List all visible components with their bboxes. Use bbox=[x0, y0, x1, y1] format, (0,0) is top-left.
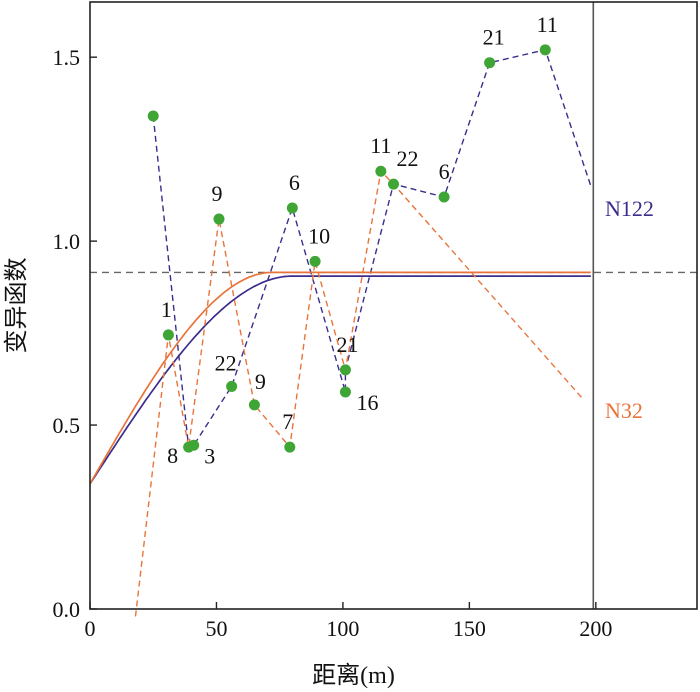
data-point bbox=[286, 202, 298, 214]
data-point bbox=[375, 165, 387, 177]
data-point bbox=[309, 255, 321, 267]
point-label: 7 bbox=[282, 409, 293, 434]
data-point bbox=[484, 57, 496, 69]
point-label: 10 bbox=[308, 223, 330, 248]
point-label: 22 bbox=[397, 146, 419, 171]
x-tick-label: 150 bbox=[453, 616, 486, 641]
point-label: 9 bbox=[211, 181, 222, 206]
x-tick-label: 50 bbox=[205, 616, 227, 641]
data-point bbox=[339, 386, 351, 398]
point-label: 6 bbox=[289, 170, 300, 195]
point-label: 11 bbox=[370, 133, 391, 158]
y-tick-label: 0.0 bbox=[53, 597, 81, 622]
data-point bbox=[284, 441, 296, 453]
point-label: 6 bbox=[439, 159, 450, 184]
data-point bbox=[339, 364, 351, 376]
series-n32-model bbox=[89, 271, 591, 485]
y-axis-label: 变异函数 bbox=[3, 258, 30, 354]
data-point bbox=[226, 380, 238, 392]
point-label: 16 bbox=[356, 390, 378, 415]
series-label-n122: N122 bbox=[605, 196, 654, 221]
point-label: 22 bbox=[215, 350, 237, 375]
y-tick-label: 0.5 bbox=[53, 413, 81, 438]
data-point bbox=[162, 329, 174, 341]
point-label: 1 bbox=[161, 297, 172, 322]
data-point bbox=[539, 44, 551, 56]
point-label: 3 bbox=[204, 443, 215, 468]
data-point bbox=[248, 399, 260, 411]
data-point bbox=[438, 191, 450, 203]
x-axis-label: 距离(m) bbox=[312, 662, 395, 689]
series-label-n32: N32 bbox=[605, 398, 643, 423]
point-label: 21 bbox=[483, 25, 505, 50]
plot-frame bbox=[89, 1, 698, 610]
point-label: 9 bbox=[255, 369, 266, 394]
axes-layer: N122 N32 0 50 100 150 200 0.0 0.5 1.0 1.5 bbox=[53, 1, 698, 641]
series-n122-dashed bbox=[152, 48, 592, 449]
data-point bbox=[388, 178, 399, 190]
y-tick-label: 1.5 bbox=[53, 45, 81, 70]
x-tick-label: 0 bbox=[85, 616, 96, 641]
series-layer bbox=[89, 2, 697, 617]
data-point bbox=[188, 439, 200, 451]
x-tick-label: 200 bbox=[579, 616, 612, 641]
x-tick-label: 100 bbox=[326, 616, 359, 641]
data-point bbox=[213, 213, 225, 225]
y-tick-label: 1.0 bbox=[53, 229, 81, 254]
point-label: 11 bbox=[537, 12, 558, 37]
point-label: 21 bbox=[336, 332, 358, 357]
point-label: 8 bbox=[167, 443, 178, 468]
data-point bbox=[147, 110, 159, 122]
